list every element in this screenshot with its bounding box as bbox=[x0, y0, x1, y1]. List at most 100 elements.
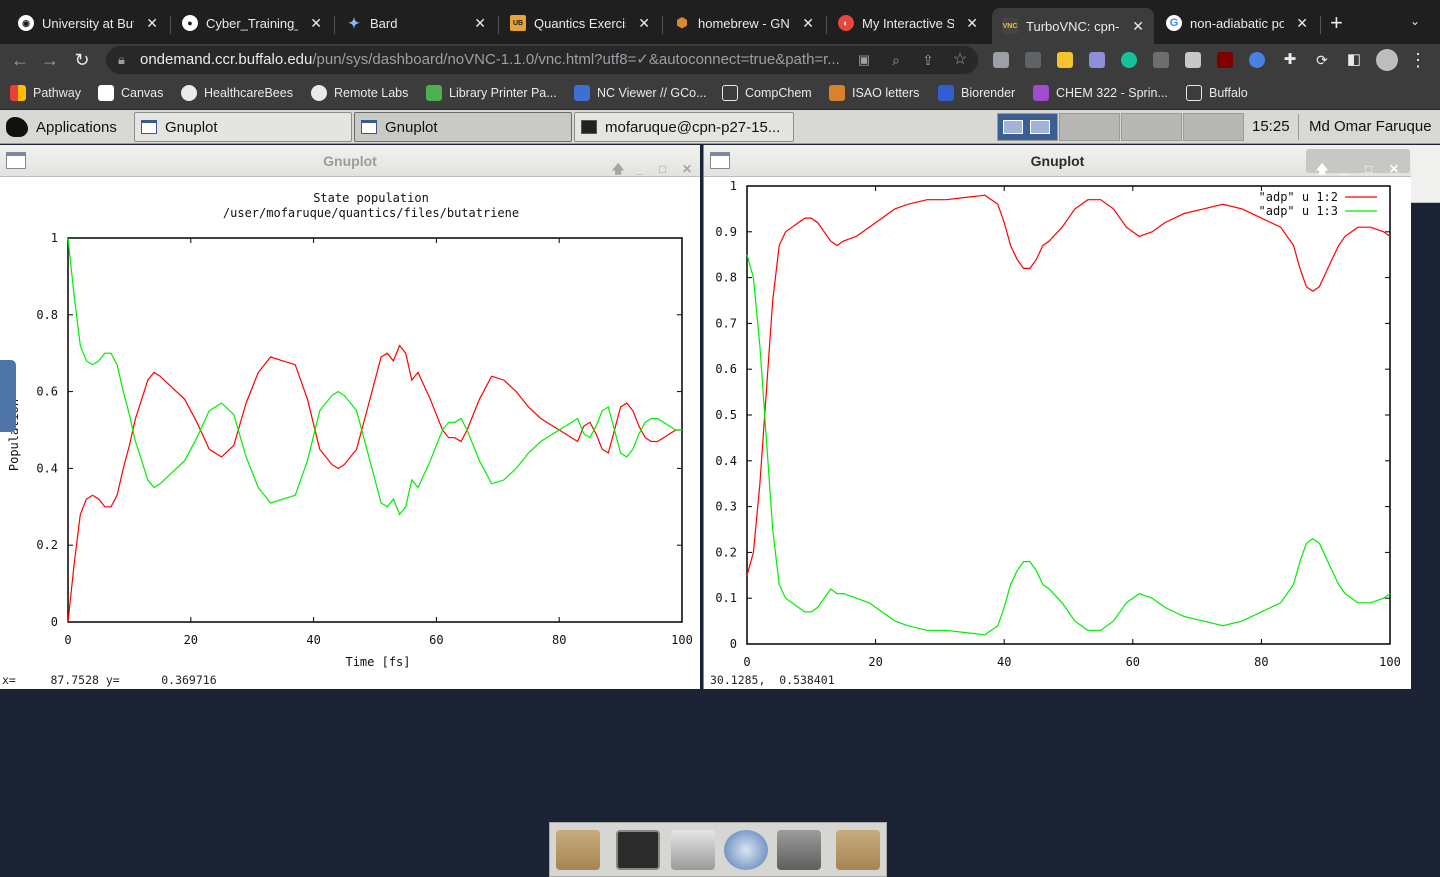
population-plot[interactable]: 0 20 40 60 80 100 0 0.2 0.4 0.6 0.8 1 State populati… bbox=[0, 178, 700, 689]
biorender-icon bbox=[938, 85, 954, 101]
bookmark-healthcarebees[interactable]: HealthcareBees bbox=[181, 84, 293, 102]
taskbar-window-gnuplot-2[interactable]: Gnuplot bbox=[354, 112, 572, 142]
menu-kebab-icon[interactable]: ⋮ bbox=[1409, 50, 1427, 70]
minimize-icon[interactable]: _ bbox=[1341, 162, 1348, 176]
workspace-1[interactable] bbox=[997, 113, 1058, 141]
tab-homebrew[interactable]: ⬢ homebrew - GNU ✕ bbox=[664, 6, 824, 40]
bookmark-chem322[interactable]: CHEM 322 - Sprin... bbox=[1033, 84, 1168, 102]
shade-icon[interactable]: 🡅 bbox=[1316, 162, 1329, 176]
close-tab-icon[interactable]: ✕ bbox=[638, 14, 650, 31]
reload-icon[interactable]: ↻ bbox=[74, 50, 90, 70]
tab-title: Bard bbox=[370, 15, 398, 31]
vnc-desktop[interactable]: Applications Gnuplot Gnuplot mofaruque@c… bbox=[0, 110, 1440, 877]
tab-github[interactable]: ● Cyber_Training_W ✕ bbox=[172, 6, 332, 40]
extension-blue-icon[interactable] bbox=[1249, 52, 1265, 68]
ublock-icon[interactable] bbox=[1217, 52, 1233, 68]
bookmark-pathway[interactable]: Pathway bbox=[10, 84, 81, 102]
forward-icon[interactable]: → bbox=[41, 50, 59, 70]
bookmark-nc-viewer[interactable]: NC Viewer // GCo... bbox=[574, 84, 707, 102]
bookmark-buffalo[interactable]: Buffalo bbox=[1186, 84, 1248, 102]
adp-plot[interactable]: 0 20 40 60 80 100 0 0.1 0.2 0.3 0.4 0.5 0.6 0.7 0.8 0.9… bbox=[704, 178, 1412, 689]
applications-menu[interactable]: Applications bbox=[0, 112, 130, 142]
folder-icon[interactable] bbox=[836, 830, 880, 870]
maximize-icon[interactable]: □ bbox=[659, 162, 667, 176]
gnuplot-window-right[interactable]: Gnuplot 🡅 _ □ ✕ 0 20 40 60 80 100 0 0.1 0.2 0.3 0.… bbox=[703, 145, 1411, 689]
taskbar-window-terminal[interactable]: mofaruque@cpn-p27-15... bbox=[574, 112, 794, 142]
bookmark-star-icon[interactable]: ☆ bbox=[952, 51, 968, 68]
close-tab-icon[interactable]: ✕ bbox=[966, 14, 978, 31]
clock[interactable]: 15:25 bbox=[1252, 118, 1290, 135]
window-controls bbox=[1306, 149, 1410, 173]
taskbar-window-gnuplot-1[interactable]: Gnuplot bbox=[134, 112, 352, 142]
address-bar[interactable]: 🔒︎ ondemand.ccr.buffalo.edu/pun/sys/dash… bbox=[106, 46, 978, 74]
window-titlebar[interactable]: Gnuplot 🡅 _ □ ✕ bbox=[0, 145, 700, 177]
maximize-icon[interactable]: □ bbox=[1365, 162, 1373, 176]
extension-doc-icon[interactable] bbox=[993, 52, 1009, 68]
novnc-control-handle[interactable] bbox=[0, 360, 16, 432]
side-panel-icon[interactable]: ◧ bbox=[1346, 51, 1362, 68]
user-name[interactable]: Md Omar Faruque bbox=[1309, 118, 1432, 135]
profile-avatar[interactable] bbox=[1376, 49, 1398, 71]
minimize-icon[interactable]: _ bbox=[636, 162, 643, 176]
extensions-puzzle-icon[interactable]: ✚ bbox=[1283, 51, 1297, 68]
sync-icon[interactable]: ⟳ bbox=[1316, 52, 1328, 68]
install-app-icon[interactable]: ▣ bbox=[857, 52, 871, 67]
x-tick-label: 40 bbox=[997, 655, 1011, 669]
workspace-pager bbox=[997, 113, 1245, 141]
tab-google[interactable]: G non-adiabatic po ✕ bbox=[1156, 6, 1318, 40]
app-finder-icon[interactable] bbox=[777, 830, 821, 870]
close-tab-icon[interactable]: ✕ bbox=[802, 14, 814, 31]
bookmark-biorender[interactable]: Biorender bbox=[938, 84, 1015, 102]
workspace-2[interactable] bbox=[1059, 113, 1120, 141]
file-manager-icon[interactable] bbox=[671, 830, 715, 870]
extension-notes-icon[interactable] bbox=[1057, 52, 1073, 68]
window-title: Gnuplot bbox=[1030, 153, 1085, 169]
new-tab-icon[interactable]: + bbox=[1330, 10, 1343, 35]
workspace-4[interactable] bbox=[1183, 113, 1244, 141]
shade-icon[interactable]: 🡅 bbox=[612, 162, 625, 176]
x-tick-label: 0 bbox=[64, 633, 71, 647]
bookmark-library-printer[interactable]: Library Printer Pa... bbox=[426, 84, 557, 102]
tab-quantics[interactable]: UB Quantics Exercise ✕ bbox=[500, 6, 660, 40]
window-menu-icon[interactable] bbox=[710, 152, 730, 169]
offscreen-window-edge[interactable] bbox=[1411, 145, 1440, 203]
tab-search-chevron-icon[interactable]: ⌄ bbox=[1410, 14, 1421, 28]
close-icon[interactable]: ✕ bbox=[682, 162, 693, 176]
close-tab-icon[interactable]: ✕ bbox=[1296, 14, 1308, 31]
gnuplot-window-left[interactable]: Gnuplot 🡅 _ □ ✕ 0 20 40 60 80 100 0 0.2 0.4 0.6 0.… bbox=[0, 145, 700, 689]
close-tab-icon[interactable]: ✕ bbox=[146, 14, 158, 31]
tab-bard[interactable]: ✦ Bard ✕ bbox=[336, 6, 496, 40]
window-menu-icon[interactable] bbox=[6, 152, 26, 169]
bookmark-remote-labs[interactable]: Remote Labs bbox=[311, 84, 408, 102]
bookmark-canvas[interactable]: Canvas bbox=[98, 84, 163, 102]
tab-title: Quantics Exercise bbox=[534, 15, 626, 31]
tab-turbovnc[interactable]: VNC TurboVNC: cpn-p ✕ bbox=[992, 8, 1154, 44]
window-titlebar[interactable]: Gnuplot 🡅 _ □ ✕ bbox=[704, 145, 1411, 177]
workspace-3[interactable] bbox=[1121, 113, 1182, 141]
series-line-2 bbox=[746, 254, 1391, 636]
close-tab-icon[interactable]: ✕ bbox=[474, 14, 486, 31]
close-tab-icon[interactable]: ✕ bbox=[1132, 17, 1144, 34]
x-tick-label: 80 bbox=[552, 633, 566, 647]
extension-a-icon[interactable] bbox=[1025, 52, 1041, 68]
close-tab-icon[interactable]: ✕ bbox=[310, 14, 322, 31]
tab-ub[interactable]: ◉ University at Buffalo ✕ bbox=[8, 6, 168, 40]
share-icon[interactable]: ⇪ bbox=[922, 52, 934, 68]
tab-interactive-sessions[interactable]: ◐ My Interactive Se ✕ bbox=[828, 6, 988, 40]
extension-print-icon[interactable] bbox=[1185, 52, 1201, 68]
extension-sd-icon[interactable] bbox=[1089, 52, 1105, 68]
home-folder-icon[interactable] bbox=[556, 830, 600, 870]
back-icon[interactable]: ← bbox=[11, 50, 29, 70]
close-icon[interactable]: ✕ bbox=[1389, 162, 1400, 176]
bookmark-compchem[interactable]: CompChem bbox=[722, 84, 812, 102]
y-tick-label: 0.3 bbox=[715, 500, 737, 514]
bookmark-isao-letters[interactable]: ISAO letters bbox=[829, 84, 919, 102]
zoom-icon[interactable]: ⌕ bbox=[892, 52, 900, 68]
terminal-icon[interactable] bbox=[616, 830, 660, 870]
web-browser-icon[interactable] bbox=[724, 830, 768, 870]
extension-pen-icon[interactable] bbox=[1153, 52, 1169, 68]
grammarly-icon[interactable] bbox=[1121, 52, 1137, 68]
url-host: ondemand.ccr.buffalo.edu bbox=[140, 51, 313, 68]
plot-border bbox=[67, 237, 683, 623]
google-icon: G bbox=[1166, 15, 1182, 31]
